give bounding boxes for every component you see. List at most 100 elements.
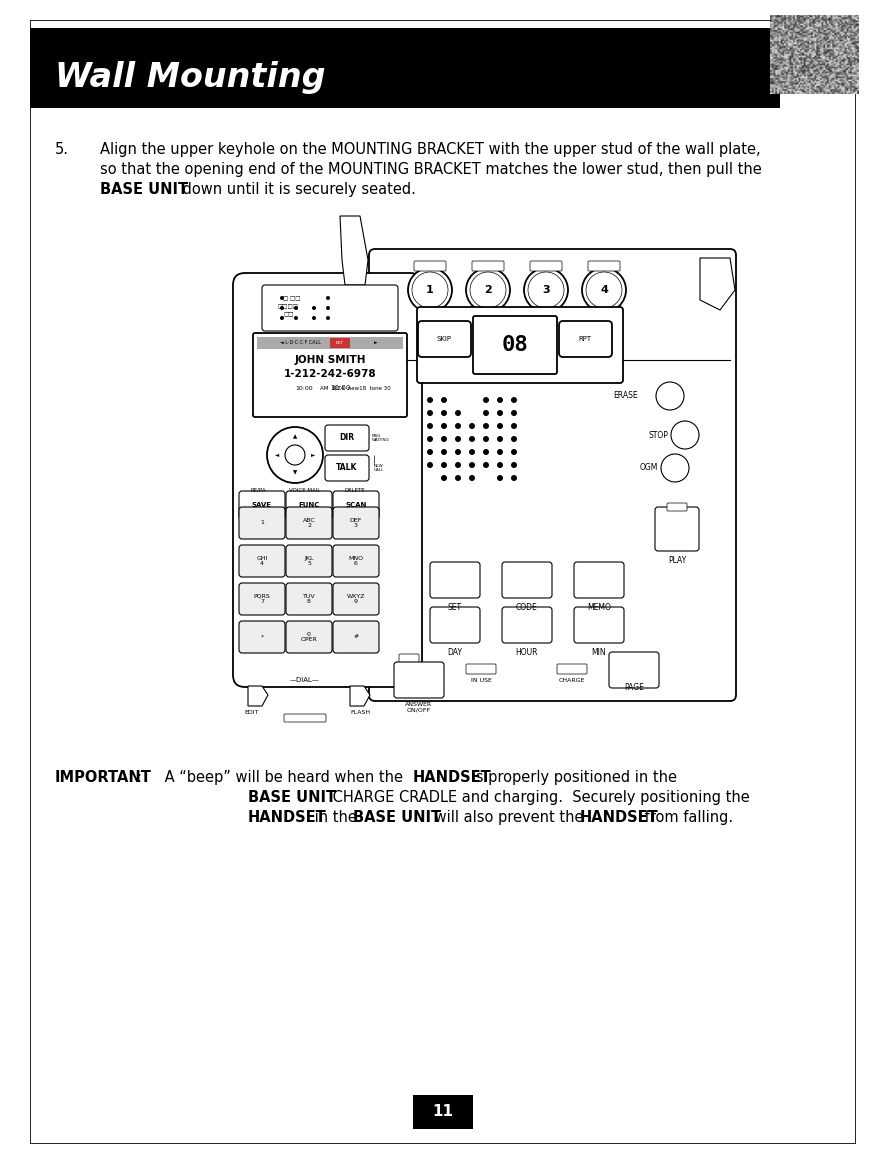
Text: CHARGE CRADLE and charging.  Securely positioning the: CHARGE CRADLE and charging. Securely pos…	[328, 790, 750, 805]
Text: HANDSET: HANDSET	[413, 770, 492, 785]
Circle shape	[441, 436, 447, 442]
FancyBboxPatch shape	[239, 507, 285, 538]
Circle shape	[511, 449, 517, 455]
FancyBboxPatch shape	[430, 562, 480, 598]
Polygon shape	[350, 686, 370, 706]
Text: MNO
6: MNO 6	[349, 556, 364, 566]
Text: in the: in the	[310, 809, 361, 825]
FancyBboxPatch shape	[284, 714, 326, 722]
Text: GHI
4: GHI 4	[257, 556, 268, 566]
Text: BASE UNIT: BASE UNIT	[100, 181, 189, 197]
Circle shape	[586, 272, 622, 308]
Text: ►: ►	[311, 452, 315, 457]
Text: PQRS
7: PQRS 7	[254, 593, 271, 605]
FancyBboxPatch shape	[417, 307, 623, 383]
Circle shape	[441, 475, 447, 481]
Text: DAY: DAY	[448, 648, 463, 657]
FancyBboxPatch shape	[286, 507, 332, 538]
Circle shape	[427, 436, 433, 442]
FancyBboxPatch shape	[502, 607, 552, 643]
Text: DIR: DIR	[340, 434, 355, 442]
Circle shape	[582, 267, 626, 312]
Text: VOICE MAIL: VOICE MAIL	[289, 487, 320, 492]
Text: 10:00: 10:00	[295, 385, 312, 391]
Polygon shape	[248, 686, 268, 706]
Text: ABC
2: ABC 2	[303, 518, 315, 528]
Text: CODE: CODE	[516, 602, 538, 612]
Circle shape	[408, 267, 452, 312]
Text: 5.: 5.	[55, 142, 69, 157]
Text: down until it is securely seated.: down until it is securely seated.	[178, 181, 416, 197]
Text: A “beep” will be heard when the: A “beep” will be heard when the	[160, 770, 408, 785]
Circle shape	[511, 397, 517, 404]
Text: STOP: STOP	[648, 430, 668, 440]
Circle shape	[524, 267, 568, 312]
Text: 0
OPER: 0 OPER	[301, 632, 318, 642]
FancyBboxPatch shape	[473, 316, 557, 374]
Text: ►: ►	[374, 341, 378, 345]
FancyBboxPatch shape	[559, 321, 612, 357]
Circle shape	[483, 423, 489, 429]
Text: MEMO: MEMO	[587, 602, 611, 612]
Circle shape	[441, 411, 447, 416]
Text: EXT: EXT	[336, 341, 344, 345]
Circle shape	[470, 272, 506, 308]
FancyBboxPatch shape	[574, 562, 624, 598]
Text: IN USE: IN USE	[471, 678, 491, 683]
Polygon shape	[700, 258, 735, 311]
FancyBboxPatch shape	[239, 583, 285, 615]
Circle shape	[511, 411, 517, 416]
FancyBboxPatch shape	[588, 261, 620, 271]
FancyBboxPatch shape	[557, 664, 587, 675]
Text: HANDSET: HANDSET	[248, 809, 327, 825]
Text: from falling.: from falling.	[640, 809, 733, 825]
Text: JOHN SMITH: JOHN SMITH	[294, 355, 366, 365]
Text: ▲: ▲	[293, 435, 297, 440]
Circle shape	[661, 454, 689, 481]
Circle shape	[280, 316, 284, 320]
FancyBboxPatch shape	[472, 261, 504, 271]
Circle shape	[441, 449, 447, 455]
Text: Wall Mounting: Wall Mounting	[55, 62, 326, 94]
Text: ▼: ▼	[293, 471, 297, 476]
FancyBboxPatch shape	[333, 621, 379, 652]
FancyBboxPatch shape	[233, 273, 422, 687]
FancyBboxPatch shape	[399, 654, 419, 664]
Circle shape	[441, 462, 447, 468]
Text: HANDSET: HANDSET	[580, 809, 658, 825]
Circle shape	[671, 421, 699, 449]
FancyBboxPatch shape	[333, 491, 379, 519]
Text: ANSWER
ON/OFF: ANSWER ON/OFF	[405, 702, 433, 713]
Circle shape	[511, 436, 517, 442]
FancyBboxPatch shape	[418, 321, 471, 357]
Text: SAVE: SAVE	[252, 502, 272, 508]
Text: OGM: OGM	[640, 464, 658, 472]
Circle shape	[285, 445, 305, 465]
Bar	[257, 337, 403, 349]
Text: HOUR: HOUR	[516, 648, 538, 657]
Text: CHARGE: CHARGE	[558, 678, 585, 683]
Text: 1: 1	[426, 285, 434, 295]
FancyBboxPatch shape	[574, 607, 624, 643]
FancyBboxPatch shape	[414, 261, 446, 271]
Circle shape	[326, 306, 330, 311]
FancyBboxPatch shape	[530, 261, 562, 271]
FancyBboxPatch shape	[430, 607, 480, 643]
Circle shape	[455, 423, 461, 429]
Circle shape	[427, 462, 433, 468]
Text: WXYZ
9: WXYZ 9	[347, 593, 366, 605]
Text: so that the opening end of the MOUNTING BRACKET matches the lower stud, then pul: so that the opening end of the MOUNTING …	[100, 162, 762, 177]
Text: SCAN: SCAN	[345, 502, 366, 508]
Circle shape	[483, 397, 489, 404]
FancyBboxPatch shape	[655, 507, 699, 551]
Circle shape	[455, 475, 461, 481]
Text: TALK: TALK	[336, 464, 358, 472]
Polygon shape	[340, 216, 368, 285]
Circle shape	[469, 462, 475, 468]
Text: FUNC: FUNC	[298, 502, 319, 508]
FancyBboxPatch shape	[325, 455, 369, 481]
FancyBboxPatch shape	[333, 545, 379, 577]
Circle shape	[455, 449, 461, 455]
Circle shape	[412, 272, 448, 308]
Circle shape	[326, 297, 330, 300]
